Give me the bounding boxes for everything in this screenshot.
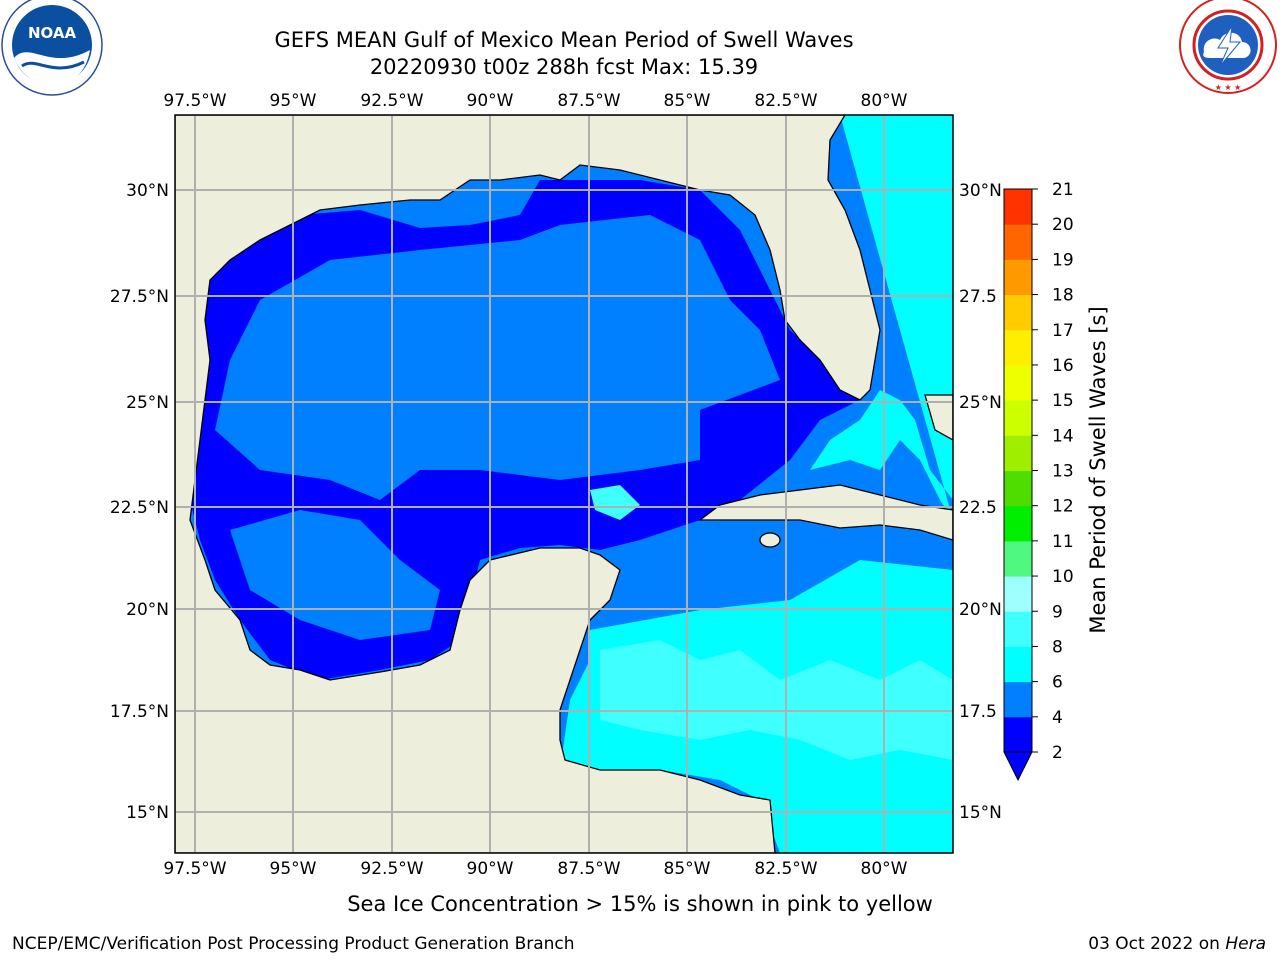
credit-date: 03 Oct 2022 on <box>1088 934 1220 954</box>
period-4-6-core <box>215 215 780 500</box>
colorbar-segment <box>1004 364 1032 401</box>
land-mexico-us <box>175 115 881 853</box>
lon-label-top: 90°W <box>467 91 514 111</box>
colorbar-segment <box>1004 189 1032 225</box>
colorbar-segment <box>1004 576 1032 612</box>
lon-label-top: 87.5°W <box>557 91 620 111</box>
land-bahamas <box>924 394 953 441</box>
lat-label-right: 15°N <box>959 803 1002 823</box>
figure-title: GEFS MEAN Gulf of Mexico Mean Period of … <box>274 28 853 52</box>
colorbar-tick-label: 12 <box>1052 497 1074 517</box>
lat-label-left: 17.5°N <box>110 702 169 722</box>
lon-label-bottom: 90°W <box>467 859 514 879</box>
lat-label-left: 25°N <box>126 393 169 413</box>
lon-label-top: 92.5°W <box>360 91 423 111</box>
lon-label-top: 95°W <box>270 91 317 111</box>
colorbar-tick-label: 10 <box>1052 567 1074 587</box>
lon-label-bottom: 95°W <box>270 859 317 879</box>
colorbar-tick-label: 9 <box>1052 602 1063 622</box>
lon-label-top: 82.5°W <box>754 91 817 111</box>
lat-label-left: 27.5°N <box>110 287 169 307</box>
colorbar-tick-label: 2 <box>1052 743 1063 763</box>
colorbar-segment <box>1004 470 1032 507</box>
period-8-9-patches <box>600 640 953 760</box>
land-isle-of-youth <box>759 532 781 548</box>
colorbar-tick-label: 4 <box>1052 708 1063 728</box>
graticule <box>175 115 953 853</box>
map-frame <box>174 114 954 854</box>
lon-label-bottom: 85°W <box>664 859 711 879</box>
noaa-logo-text: NOAA <box>28 24 77 42</box>
colorbar-tick-label: 14 <box>1052 426 1074 446</box>
lat-label-right: 20°N <box>959 600 1002 620</box>
period-6-8-atlantic <box>810 115 953 520</box>
colorbar-segment <box>1004 611 1032 647</box>
lon-label-bottom: 87.5°W <box>557 859 620 879</box>
sea-ice-note: Sea Ice Concentration > 15% is shown in … <box>347 892 933 916</box>
period-4-6-south <box>230 510 440 640</box>
lat-label-right: 22.5 <box>959 498 997 518</box>
lon-label-bottom: 80°W <box>861 859 908 879</box>
lat-label-right: 25°N <box>959 393 1002 413</box>
nws-star: ★ ★ ★ <box>1215 83 1242 92</box>
land-cuba <box>698 484 953 541</box>
lat-label-left: 15°N <box>126 803 169 823</box>
credit-right: 03 Oct 2022 on Hera <box>1088 934 1266 954</box>
colorbar-tick-label: 15 <box>1052 391 1074 411</box>
credit-left: NCEP/EMC/Verification Post Processing Pr… <box>12 934 575 954</box>
nws-logo: ★ ★ ★ <box>1179 0 1277 94</box>
credit-host: Hera <box>1225 934 1266 954</box>
land <box>175 115 953 853</box>
map-area <box>175 115 953 853</box>
colorbar-segment <box>1004 540 1032 577</box>
colorbar-tick-label: 18 <box>1052 286 1074 306</box>
lat-label-right: 27.5 <box>959 287 997 307</box>
colorbar-tick-label: 8 <box>1052 637 1063 657</box>
colorbar-segment <box>1004 329 1032 366</box>
lat-labels-right: 30°N 27.5 25°N 22.5 20°N 17.5 15°N <box>959 181 1002 823</box>
figure-subtitle: 20220930 t00z 288h fcst Max: 15.39 <box>370 55 758 79</box>
colorbar: 2 4 6 8 9 10 11 12 13 14 15 16 17 18 19 20 21 <box>1003 180 1074 782</box>
lat-label-left: 20°N <box>126 600 169 620</box>
colorbar-label: Mean Period of Swell Waves [s] <box>1086 306 1110 633</box>
lon-label-bottom: 97.5°W <box>163 859 226 879</box>
colorbar-tick-label: 16 <box>1052 356 1074 376</box>
lon-label-top: 97.5°W <box>163 91 226 111</box>
colorbar-tick-label: 21 <box>1052 180 1074 200</box>
lat-label-right: 30°N <box>959 181 1002 201</box>
colorbar-tick-label: 19 <box>1052 250 1074 270</box>
colorbar-segment <box>1004 681 1032 718</box>
colorbar-tick-label: 6 <box>1052 673 1063 693</box>
lat-label-left: 30°N <box>126 181 169 201</box>
lon-label-bottom: 82.5°W <box>754 859 817 879</box>
colorbar-tick-label: 17 <box>1052 321 1074 341</box>
lon-labels-bottom: 97.5°W 95°W 92.5°W 90°W 87.5°W 85°W 82.5… <box>163 859 907 879</box>
colorbar-segment <box>1004 716 1032 753</box>
colorbar-segment <box>1004 646 1032 683</box>
colorbar-segment <box>1004 294 1032 331</box>
lat-label-right: 17.5 <box>959 702 997 722</box>
lat-labels-left: 30°N 27.5°N 25°N 22.5°N 20°N 17.5°N 15°N <box>110 181 169 823</box>
lon-labels-top: 97.5°W 95°W 92.5°W 90°W 87.5°W 85°W 82.5… <box>163 91 907 111</box>
lon-label-top: 80°W <box>861 91 908 111</box>
colorbar-segment <box>1004 259 1032 296</box>
colorbar-segment <box>1004 400 1032 436</box>
lat-label-left: 22.5°N <box>110 498 169 518</box>
lon-label-top: 85°W <box>664 91 711 111</box>
noaa-logo: NOAA <box>1 0 103 96</box>
colorbar-tick-label: 11 <box>1052 532 1074 552</box>
colorbar-segment <box>1004 224 1032 260</box>
colorbar-under-triangle <box>1003 751 1033 782</box>
colorbar-tick-label: 13 <box>1052 462 1074 482</box>
colorbar-tick-label: 20 <box>1052 215 1074 235</box>
lon-label-bottom: 92.5°W <box>360 859 423 879</box>
period-6-8-yucatan-channel <box>590 485 640 520</box>
colorbar-segment <box>1004 505 1032 542</box>
colorbar-segment <box>1004 435 1032 471</box>
